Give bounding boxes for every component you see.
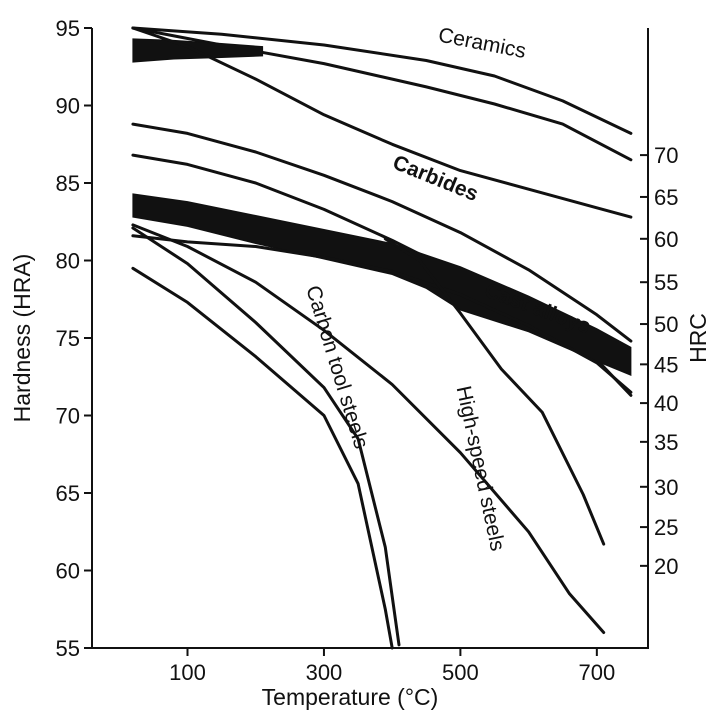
y-tick-label: 55	[56, 636, 80, 661]
cast-alloys-line-1	[131, 234, 633, 394]
series-marks	[131, 26, 633, 650]
y2-tick-label: 40	[654, 391, 678, 416]
y-axis-hrc: 20 25 30 35 40 45 50 55 60 65 70	[640, 143, 678, 579]
y2-tick-label: 45	[654, 352, 678, 377]
x-tick-label: 100	[169, 660, 206, 685]
carbides-line-2	[131, 122, 633, 343]
x-axis-title: Temperature (°C)	[262, 684, 439, 710]
y2-tick-label: 65	[654, 185, 678, 210]
x-tick-label: 300	[306, 660, 343, 685]
y2-tick-label: 35	[654, 430, 678, 455]
series-label-ceramics: Ceramics	[436, 24, 527, 63]
y-tick-label: 85	[56, 171, 80, 196]
series-label-carbides: Carbides	[390, 151, 482, 206]
x-tick-label: 500	[442, 660, 479, 685]
y2-tick-label: 50	[654, 312, 678, 337]
y2-tick-label: 55	[654, 270, 678, 295]
y-axis-hra: 55 60 65 70 75 80 85 90 95	[56, 16, 92, 661]
series-high-speed-steels	[131, 223, 606, 634]
series-cast-alloys	[131, 193, 633, 394]
x-axis: 100 300 500 700	[169, 648, 615, 685]
series-label-high-speed-steels: High-speed steels	[452, 384, 509, 553]
y-axis-title: Hardness (HRA)	[9, 254, 35, 423]
y2-tick-label: 20	[654, 554, 678, 579]
y-tick-label: 60	[56, 559, 80, 584]
carbides-line-1	[131, 26, 633, 219]
y-tick-label: 95	[56, 16, 80, 41]
series-label-carbon-tool-steels: Carbon tool steels	[301, 283, 372, 452]
y2-tick-label: 30	[654, 475, 678, 500]
y2-axis-title: HRC	[685, 313, 711, 363]
carbides-line-3	[131, 153, 633, 397]
cast-alloys-band-1	[132, 193, 632, 376]
y2-tick-label: 60	[654, 227, 678, 252]
series-carbon-tool-steels	[131, 226, 401, 650]
y-tick-label: 80	[56, 249, 80, 274]
y-tick-label: 70	[56, 404, 80, 429]
carbon-tool-steels-line-1	[131, 266, 394, 650]
ceramics-line-1	[131, 26, 633, 135]
y-tick-label: 90	[56, 94, 80, 119]
y2-tick-label: 70	[654, 143, 678, 168]
carbon-tool-steels-line-2	[131, 226, 401, 647]
y-tick-label: 65	[56, 481, 80, 506]
high-speed-steels-line-2	[383, 237, 606, 546]
high-speed-steels-line-1	[131, 223, 606, 634]
y2-tick-label: 25	[654, 515, 678, 540]
x-tick-label: 700	[578, 660, 615, 685]
y-tick-label: 75	[56, 326, 80, 351]
